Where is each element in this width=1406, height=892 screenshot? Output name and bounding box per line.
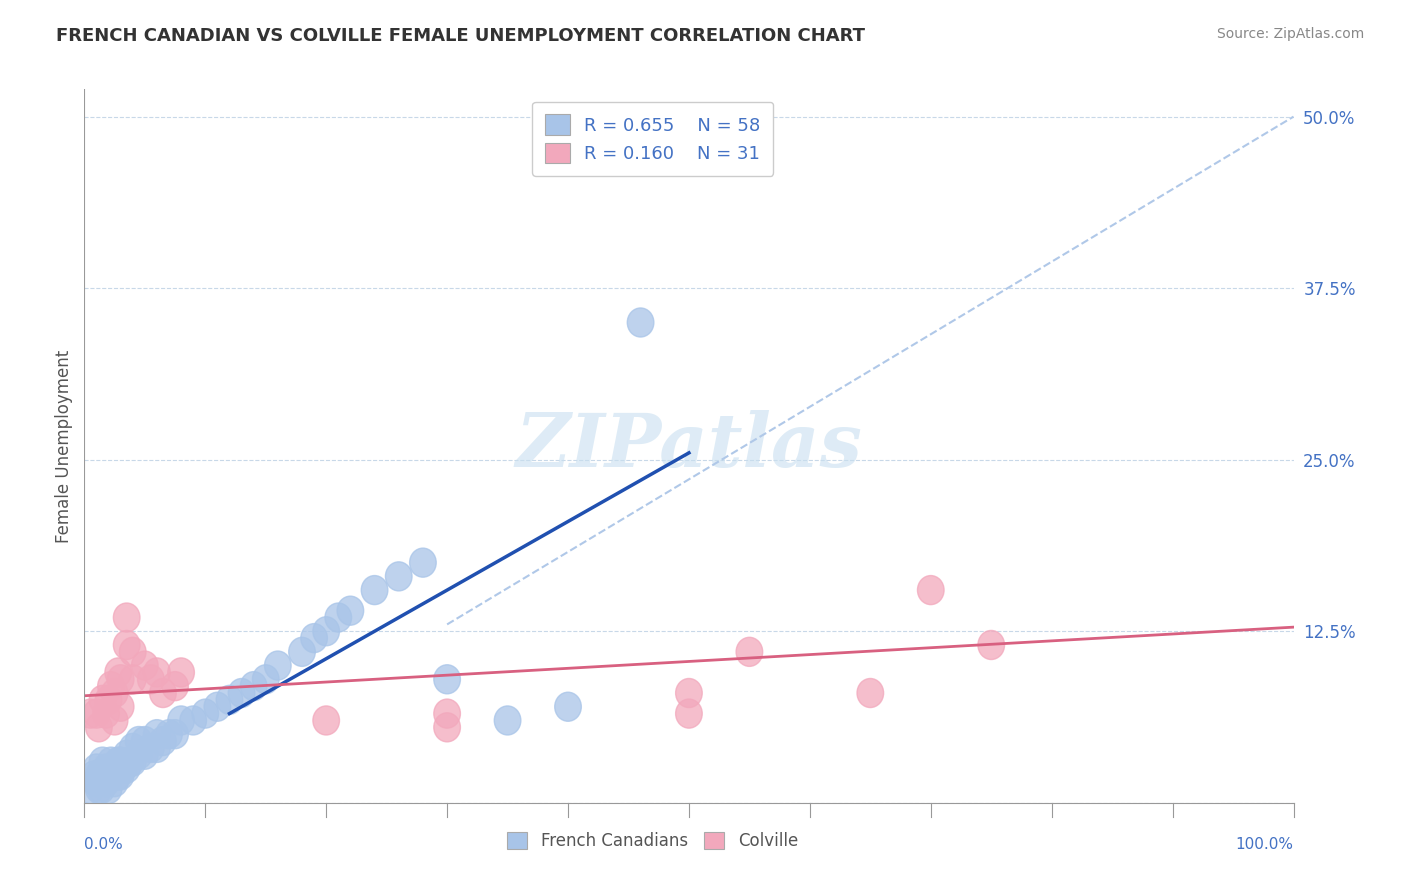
Ellipse shape — [83, 768, 110, 797]
Legend: French Canadians, Colville: French Canadians, Colville — [499, 824, 807, 859]
Ellipse shape — [325, 603, 352, 632]
Ellipse shape — [93, 754, 120, 783]
Ellipse shape — [101, 768, 128, 797]
Ellipse shape — [125, 740, 152, 769]
Ellipse shape — [97, 672, 124, 701]
Ellipse shape — [97, 747, 124, 776]
Text: 100.0%: 100.0% — [1236, 837, 1294, 852]
Ellipse shape — [86, 713, 112, 742]
Ellipse shape — [105, 761, 132, 790]
Ellipse shape — [89, 685, 115, 714]
Ellipse shape — [120, 637, 146, 666]
Ellipse shape — [409, 548, 436, 577]
Ellipse shape — [337, 596, 364, 625]
Ellipse shape — [80, 761, 107, 790]
Text: FRENCH CANADIAN VS COLVILLE FEMALE UNEMPLOYMENT CORRELATION CHART: FRENCH CANADIAN VS COLVILLE FEMALE UNEMP… — [56, 27, 865, 45]
Ellipse shape — [105, 658, 132, 687]
Ellipse shape — [101, 706, 128, 735]
Ellipse shape — [149, 679, 176, 707]
Ellipse shape — [77, 699, 104, 728]
Ellipse shape — [264, 651, 291, 680]
Ellipse shape — [96, 774, 122, 804]
Ellipse shape — [114, 740, 141, 769]
Ellipse shape — [434, 699, 460, 728]
Ellipse shape — [180, 706, 207, 735]
Ellipse shape — [228, 679, 254, 707]
Ellipse shape — [361, 575, 388, 605]
Text: Source: ZipAtlas.com: Source: ZipAtlas.com — [1216, 27, 1364, 41]
Text: ZIPatlas: ZIPatlas — [516, 409, 862, 483]
Ellipse shape — [107, 747, 134, 776]
Ellipse shape — [385, 562, 412, 591]
Ellipse shape — [434, 665, 460, 694]
Ellipse shape — [737, 637, 762, 666]
Ellipse shape — [101, 754, 128, 783]
Ellipse shape — [107, 692, 134, 722]
Ellipse shape — [143, 658, 170, 687]
Ellipse shape — [217, 685, 243, 714]
Ellipse shape — [288, 637, 315, 666]
Ellipse shape — [114, 754, 141, 783]
Ellipse shape — [858, 679, 883, 707]
Ellipse shape — [167, 658, 194, 687]
Ellipse shape — [120, 665, 146, 694]
Ellipse shape — [107, 665, 134, 694]
Ellipse shape — [96, 685, 122, 714]
Ellipse shape — [627, 308, 654, 337]
Ellipse shape — [89, 774, 115, 804]
Ellipse shape — [105, 747, 132, 776]
Y-axis label: Female Unemployment: Female Unemployment — [55, 350, 73, 542]
Ellipse shape — [132, 651, 157, 680]
Ellipse shape — [138, 665, 165, 694]
Ellipse shape — [97, 761, 124, 790]
Ellipse shape — [93, 768, 120, 797]
Ellipse shape — [117, 747, 143, 776]
Ellipse shape — [979, 631, 1004, 659]
Ellipse shape — [143, 720, 170, 748]
Text: 0.0%: 0.0% — [84, 837, 124, 852]
Ellipse shape — [156, 720, 183, 748]
Ellipse shape — [138, 733, 165, 763]
Ellipse shape — [162, 720, 188, 748]
Ellipse shape — [132, 740, 157, 769]
Ellipse shape — [434, 713, 460, 742]
Ellipse shape — [89, 761, 115, 790]
Ellipse shape — [555, 692, 581, 722]
Ellipse shape — [149, 726, 176, 756]
Ellipse shape — [495, 706, 520, 735]
Ellipse shape — [676, 679, 702, 707]
Ellipse shape — [125, 726, 152, 756]
Ellipse shape — [918, 575, 943, 605]
Ellipse shape — [110, 754, 136, 783]
Ellipse shape — [301, 624, 328, 653]
Ellipse shape — [96, 761, 122, 790]
Ellipse shape — [167, 706, 194, 735]
Ellipse shape — [86, 761, 112, 790]
Ellipse shape — [143, 733, 170, 763]
Ellipse shape — [676, 699, 702, 728]
Ellipse shape — [204, 692, 231, 722]
Ellipse shape — [107, 761, 134, 790]
Ellipse shape — [314, 706, 339, 735]
Ellipse shape — [132, 726, 157, 756]
Ellipse shape — [120, 733, 146, 763]
Ellipse shape — [77, 774, 104, 804]
Ellipse shape — [253, 665, 278, 694]
Ellipse shape — [101, 679, 128, 707]
Ellipse shape — [162, 672, 188, 701]
Ellipse shape — [89, 747, 115, 776]
Ellipse shape — [114, 631, 141, 659]
Ellipse shape — [240, 672, 267, 701]
Ellipse shape — [120, 747, 146, 776]
Ellipse shape — [114, 603, 141, 632]
Ellipse shape — [193, 699, 218, 728]
Ellipse shape — [83, 699, 110, 728]
Ellipse shape — [314, 616, 339, 646]
Ellipse shape — [86, 774, 112, 804]
Ellipse shape — [93, 699, 120, 728]
Ellipse shape — [83, 754, 110, 783]
